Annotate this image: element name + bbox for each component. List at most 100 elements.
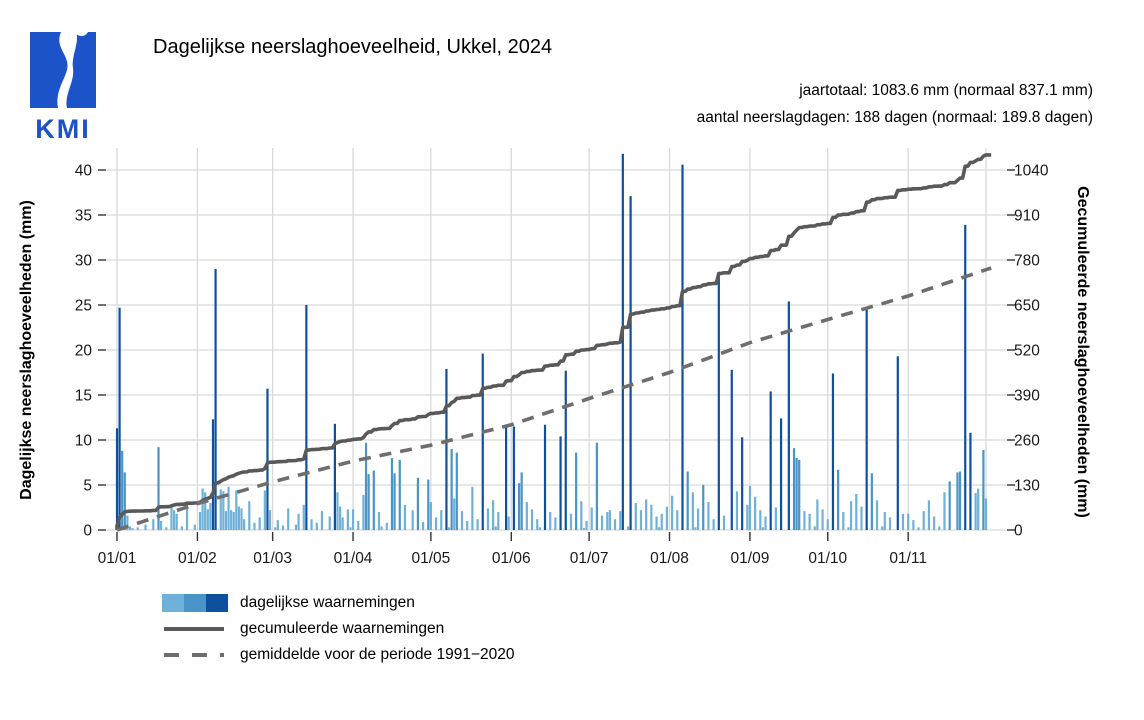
rain-bar [798,459,801,530]
rain-bar [888,517,892,530]
rain-bar [645,499,648,530]
rain-bar [821,509,824,530]
rain-bar [341,517,344,530]
rain-bar [870,473,873,530]
rain-bar [842,512,845,530]
rain-bar [969,432,972,530]
rain-bar [476,519,479,530]
legend-item-normal: gemiddelde voor de periode 1991−2020 [162,642,514,668]
rain-bar [144,524,147,530]
axis-tick-labels: 01/01 01/02 01/03 01/04 01/05 01/06 01/07 01/08… [75,163,1049,568]
rain-bar [434,517,438,530]
rain-bar [634,503,637,530]
normal-line-group [116,266,992,532]
axis-ticks [98,169,1015,541]
rain-bar [613,519,617,530]
rain-bar [310,519,313,530]
rain-bar [380,526,383,530]
svg-text:260: 260 [1014,433,1040,450]
rain-bar [702,485,705,530]
rain-bar [754,496,757,530]
rain-bar [984,498,988,530]
rain-bar [268,510,272,530]
svg-text:35: 35 [75,208,92,225]
rain-bar [855,494,858,530]
rain-bar [204,492,207,530]
rain-bar [364,442,368,530]
rain-bar [305,305,308,530]
rain-bar [258,517,261,530]
rain-bar [126,515,129,530]
rain-bar [580,501,583,530]
rain-bar [837,469,840,530]
svg-text:01/10: 01/10 [808,550,847,567]
legend-item-cumulative: gecumuleerde waarnemingen [162,616,514,642]
rain-bar [658,527,661,530]
daily-bars-swatch-light [162,594,184,612]
rain-bar [691,492,694,530]
rain-bar [746,504,749,530]
svg-text:10: 10 [75,433,93,450]
rain-bar [372,470,375,530]
rain-bar [131,528,134,530]
rain-bar [416,477,420,530]
svg-text:1040: 1040 [1014,163,1049,180]
rain-bar [536,519,539,530]
rain-bar [367,474,370,530]
rain-bar [901,513,905,530]
rain-bar [276,520,279,530]
svg-text:0: 0 [83,523,92,540]
chart-legend: dagelijkse waarnemingen gecumuleerde waa… [162,590,514,668]
rain-bar [650,504,653,530]
rain-bar [595,442,598,530]
rain-bar [875,500,879,530]
rain-bar [253,522,256,530]
rain-bar [232,512,235,530]
rain-bar [421,521,425,530]
rain-bar [492,500,495,530]
kmi-logo-notch [76,32,88,37]
rain-bar [530,509,534,530]
rain-bar [240,508,243,530]
rain-bar [712,519,715,530]
rain-bar [741,437,744,530]
rain-bar [333,423,336,530]
kmi-logo-text: KMI [35,114,91,144]
rain-bar [266,388,269,530]
rain-bar [795,458,798,530]
rain-bar [429,502,432,530]
rain-bar [460,511,464,530]
rain-bar [917,527,920,530]
rain-bar [883,512,886,530]
rain-bar [136,527,139,530]
rain-bar [948,481,951,530]
rain-bar [927,500,931,530]
rain-bar [185,504,189,530]
svg-text:01/05: 01/05 [411,550,450,567]
rain-bar [639,510,643,530]
rain-bar [860,506,863,530]
rain-bar [982,449,985,530]
rain-bar [281,525,285,530]
rain-bar [481,353,484,530]
rain-bar [619,511,622,530]
rain-bar [222,491,225,530]
rain-bar [159,521,163,530]
rain-bar [362,494,365,530]
rain-bar [621,153,624,531]
rain-bar [287,508,290,530]
rain-bar [933,516,936,530]
rain-bar [735,491,739,530]
annotation-year-total: jaartotaal: 1083.6 mm (normaal 837.1 mm) [799,82,1093,99]
rain-bar [243,519,246,530]
rain-bar [170,506,173,530]
svg-text:780: 780 [1014,253,1040,270]
rain-bar [315,522,318,530]
rain-bar [351,509,355,530]
rain-bar [357,521,360,530]
rain-bar [152,519,155,530]
rain-bar [427,479,430,530]
legend-label-normal: gemiddelde voor de periode 1991−2020 [240,646,515,663]
rain-bar [554,517,557,530]
rain-bar [450,449,453,530]
